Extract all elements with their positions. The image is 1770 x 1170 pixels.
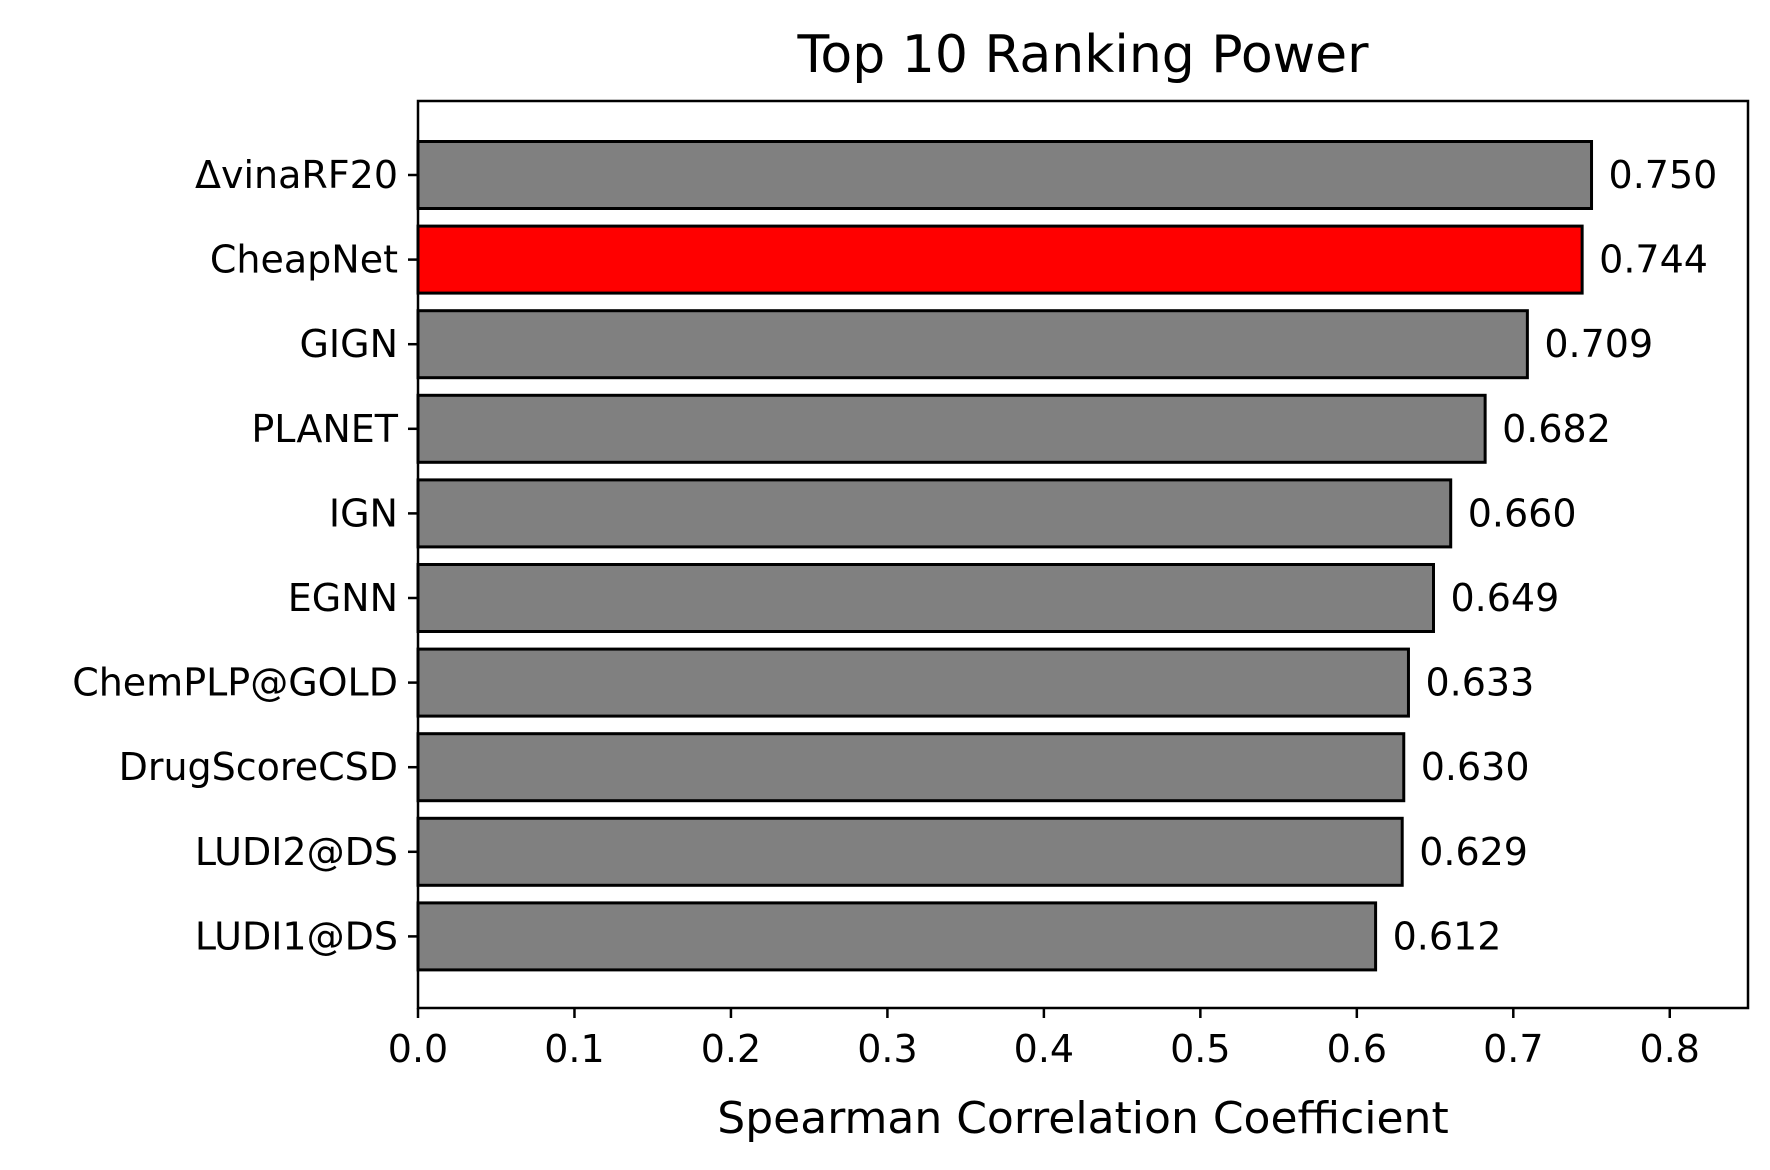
chart-title: Top 10 Ranking Power bbox=[796, 25, 1369, 85]
bar-value-label-7: 0.630 bbox=[1421, 745, 1530, 789]
bar-value-label-8: 0.629 bbox=[1419, 830, 1528, 874]
bar-6 bbox=[416, 647, 1410, 718]
bar-9 bbox=[416, 901, 1378, 972]
x-tick-label-7: 0.7 bbox=[1483, 1027, 1543, 1071]
y-tick-label-7: DrugScoreCSD bbox=[119, 745, 398, 789]
bar-4 bbox=[416, 478, 1453, 549]
bar-value-label-0: 0.750 bbox=[1609, 153, 1718, 197]
x-tick-label-1: 0.1 bbox=[544, 1027, 604, 1071]
bar-value-label-4: 0.660 bbox=[1468, 491, 1577, 535]
x-tick-label-6: 0.6 bbox=[1327, 1027, 1387, 1071]
bar-3 bbox=[416, 393, 1487, 464]
y-tick-label-0: ΔvinaRF20 bbox=[195, 153, 398, 197]
y-tick-label-6: ChemPLP@GOLD bbox=[72, 661, 398, 705]
y-tick-label-8: LUDI2@DS bbox=[195, 830, 398, 874]
y-tick-label-5: EGNN bbox=[288, 576, 398, 620]
bar-8 bbox=[416, 816, 1404, 887]
x-tick-label-4: 0.4 bbox=[1014, 1027, 1074, 1071]
y-axis: ΔvinaRF20 CheapNet GIGN PLANET IGN EGNN ChemPL… bbox=[72, 153, 418, 958]
bar-value-label-6: 0.633 bbox=[1425, 661, 1534, 705]
x-tick-label-5: 0.5 bbox=[1170, 1027, 1230, 1071]
bar-2 bbox=[416, 309, 1529, 380]
plot-frame bbox=[416, 99, 1750, 1010]
x-axis-title: Spearman Correlation Coefficient bbox=[717, 1093, 1448, 1144]
bar-0 bbox=[416, 140, 1594, 210]
y-tick-label-4: IGN bbox=[329, 491, 398, 535]
bar-value-label-3: 0.682 bbox=[1502, 407, 1611, 451]
x-axis: 0.0 0.1 0.2 0.3 0.4 0.5 0.6 0.7 0.8 bbox=[388, 1008, 1700, 1071]
bar-7 bbox=[416, 732, 1406, 803]
x-tick-label-2: 0.2 bbox=[701, 1027, 761, 1071]
bar-value-label-1: 0.744 bbox=[1599, 238, 1708, 282]
bars-layer bbox=[416, 140, 1594, 972]
bar-value-label-2: 0.709 bbox=[1544, 322, 1653, 366]
x-tick-label-3: 0.3 bbox=[857, 1027, 917, 1071]
y-tick-label-9: LUDI1@DS bbox=[195, 914, 398, 958]
bar-value-label-5: 0.649 bbox=[1450, 576, 1559, 620]
x-tick-label-0: 0.0 bbox=[388, 1027, 448, 1071]
y-tick-label-1: CheapNet bbox=[210, 238, 398, 282]
y-tick-label-3: PLANET bbox=[251, 407, 398, 451]
y-tick-label-2: GIGN bbox=[299, 322, 398, 366]
bar-value-label-9: 0.612 bbox=[1393, 914, 1502, 958]
x-tick-label-8: 0.8 bbox=[1640, 1027, 1700, 1071]
bar-5 bbox=[416, 563, 1435, 633]
bar-1 bbox=[416, 224, 1584, 295]
value-labels-layer: 0.750 0.744 0.709 0.682 0.660 0.649 0.633 0.630… bbox=[1393, 153, 1718, 958]
